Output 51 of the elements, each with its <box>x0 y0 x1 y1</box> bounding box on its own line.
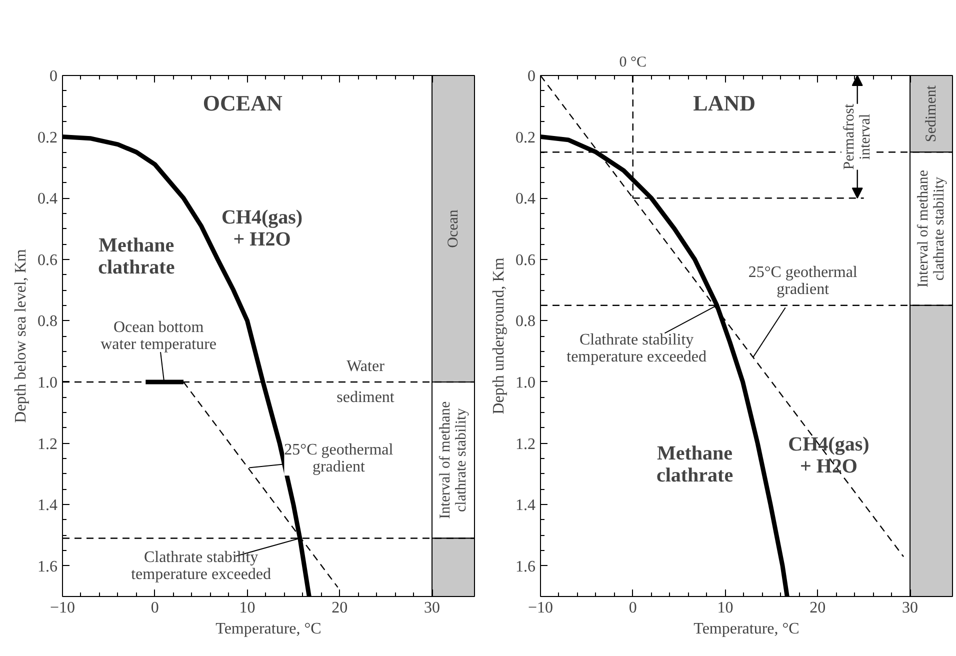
annotation: 25°C geothermal gradient <box>748 264 858 298</box>
y-tick-label: 1.2 <box>38 436 58 453</box>
x-tick-label: 30 <box>424 600 440 616</box>
y-tick-label: 1.0 <box>516 374 536 392</box>
x-tick-label: 10 <box>717 600 734 616</box>
band-label: Sediment <box>923 84 940 142</box>
y-tick-label: 0 <box>528 68 536 85</box>
annotation: Clathrate stability temperature exceeded <box>566 331 707 366</box>
x-tick-label: −10 <box>528 600 554 616</box>
annotation: Permafrost interval <box>841 103 874 170</box>
y-tick-label: 0 <box>50 68 58 85</box>
y-tick-label: 0.4 <box>516 190 536 208</box>
annotation: 0 °C <box>619 54 647 70</box>
y-tick-label: 0.8 <box>516 313 536 330</box>
y-tick-label: 0.4 <box>38 190 58 208</box>
band-label: Interval of methane clathrate stability <box>437 401 470 519</box>
annotation: CH4(gas) + H2O <box>221 206 303 251</box>
annotation: Methane clathrate <box>656 442 734 487</box>
annotation: Clathrate stability temperature exceeded <box>131 548 272 583</box>
text: OCEAN <box>202 90 282 116</box>
y-tick-label: 1.6 <box>38 558 58 576</box>
band-label: Ocean <box>445 209 462 248</box>
annotation: Methane clathrate <box>98 234 175 278</box>
x-axis-title: Temperature, °C <box>694 620 800 638</box>
x-tick-label: 30 <box>902 600 918 616</box>
x-tick-label: 20 <box>332 600 348 616</box>
annotation: 25°C geothermal gradient <box>284 442 394 476</box>
y-tick-label: 1.6 <box>516 558 536 576</box>
y-tick-label: 0.2 <box>516 129 536 146</box>
y-axis-title: Depth underground, Km <box>490 257 508 414</box>
y-tick-label: 1.4 <box>38 497 58 514</box>
x-tick-label: 0 <box>628 600 637 616</box>
y-tick-label: 0.6 <box>38 252 58 269</box>
y-tick-label: 0.6 <box>516 252 536 269</box>
x-tick-label: 20 <box>810 600 826 616</box>
annotation: Ocean bottom water temperature <box>100 319 217 353</box>
y-axis-title: Depth below sea level, Km <box>12 248 30 423</box>
annotation: Water <box>346 358 386 376</box>
x-tick-label: −10 <box>50 600 76 616</box>
annotation: CH4(gas) + H2O <box>788 434 870 478</box>
y-tick-label: 1.0 <box>38 374 58 392</box>
band-label: Interval of methane clathrate stability <box>915 170 948 288</box>
text: LAND <box>693 90 756 116</box>
x-tick-label: 10 <box>239 600 256 616</box>
y-tick-label: 0.8 <box>38 313 58 330</box>
annotation: sediment <box>336 388 395 406</box>
x-tick-label: 0 <box>150 600 159 616</box>
y-tick-label: 1.2 <box>516 436 536 453</box>
x-axis-title: Temperature, °C <box>216 620 322 638</box>
y-tick-label: 0.2 <box>38 129 58 146</box>
y-tick-label: 1.4 <box>516 497 536 514</box>
